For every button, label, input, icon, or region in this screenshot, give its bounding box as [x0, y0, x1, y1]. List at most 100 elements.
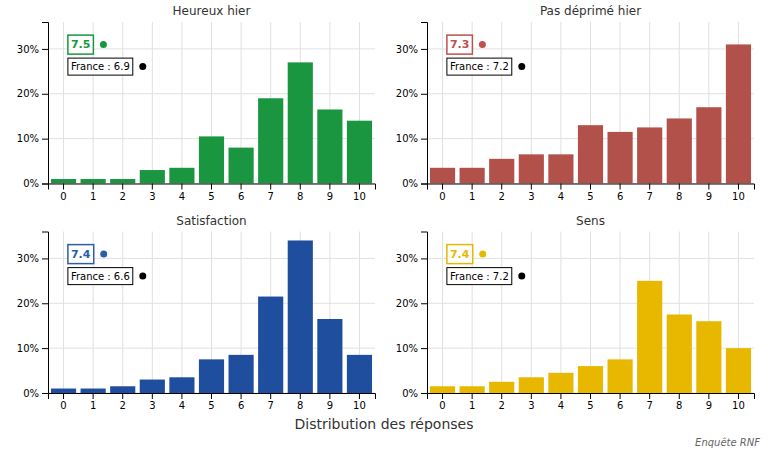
- annotation: 7.5: [68, 35, 107, 54]
- grid-line: [442, 22, 443, 184]
- axis-line: [49, 184, 376, 190]
- tick-label: 30%: [396, 253, 418, 264]
- bar: [460, 386, 485, 393]
- tick: 0: [60, 184, 66, 202]
- tick-mark: [270, 393, 271, 399]
- tick-label: 10%: [396, 133, 418, 144]
- tick-mark: [122, 393, 123, 399]
- axis-line: [421, 23, 428, 185]
- y-axis: 0%10%20%30%: [17, 23, 49, 190]
- tick-label: 20%: [396, 88, 418, 99]
- tick-mark: [42, 184, 48, 185]
- axis-line: [49, 394, 376, 400]
- grid-line: [152, 232, 153, 394]
- tick-mark: [738, 184, 739, 190]
- tick-mark: [359, 184, 360, 190]
- bar: [169, 168, 194, 184]
- tick-mark: [472, 184, 473, 190]
- tick-mark: [42, 348, 48, 349]
- tick: 0%: [402, 178, 427, 189]
- tick-label: 6: [617, 400, 623, 411]
- annotation-text: France : 6.9: [71, 61, 130, 72]
- tick-label: 3: [528, 400, 534, 411]
- tick-label: 9: [706, 191, 712, 202]
- tick-label: 8: [297, 191, 303, 202]
- grid-line: [122, 232, 123, 394]
- annotation: 7.4: [447, 245, 486, 264]
- tick-mark: [649, 184, 650, 190]
- tick: 8: [297, 184, 303, 202]
- grid: [427, 22, 754, 184]
- tick-label: 8: [676, 191, 682, 202]
- grid-line: [122, 22, 123, 184]
- tick-label: 10%: [17, 343, 39, 354]
- tick-mark: [270, 184, 271, 190]
- annotations: 7.3France : 7.2: [447, 35, 525, 75]
- annotation-box: [447, 268, 512, 285]
- grid-line: [63, 22, 64, 184]
- tick-label: 2: [120, 400, 126, 411]
- tick: 10: [353, 393, 366, 411]
- tick-mark: [649, 393, 650, 399]
- annotation-box: [68, 35, 94, 54]
- tick: 20%: [17, 88, 48, 99]
- annotation-box: [68, 268, 133, 285]
- tick-mark: [63, 184, 64, 190]
- tick-mark: [421, 303, 427, 304]
- x-axis-title: Distribution des réponses: [295, 416, 474, 432]
- tick-mark: [152, 184, 153, 190]
- bar: [430, 168, 455, 184]
- annotation-box: [447, 58, 512, 75]
- chart-title: Pas déprimé hier: [540, 4, 641, 18]
- tick-mark: [329, 393, 330, 399]
- tick-label: 10: [353, 400, 366, 411]
- tick-mark: [329, 184, 330, 190]
- tick-label: 0: [439, 400, 445, 411]
- tick: 5: [208, 184, 214, 202]
- tick-mark: [421, 94, 427, 95]
- bar: [667, 118, 692, 183]
- tick: 7: [267, 393, 273, 411]
- tick-label: 5: [208, 400, 214, 411]
- tick-label: 4: [558, 191, 564, 202]
- annotations: 7.4 France : 7.2: [447, 245, 525, 285]
- annotation-dot: [479, 251, 486, 258]
- tick-label: 6: [617, 191, 623, 202]
- tick-label: 0: [60, 191, 66, 202]
- tick-label: 10%: [396, 343, 418, 354]
- panel: 0123456789100%10%20%30%Pas déprimé hier7…: [396, 4, 755, 202]
- tick-label: 9: [327, 191, 333, 202]
- tick: 10: [353, 184, 366, 202]
- annotation: France : 7.2: [447, 268, 525, 285]
- tick: 6: [238, 393, 244, 411]
- y-axis: 0%10%20%30%: [396, 232, 428, 399]
- bar: [258, 297, 283, 393]
- tick: 5: [587, 184, 593, 202]
- tick: 10%: [396, 133, 427, 144]
- tick-label: 4: [179, 400, 185, 411]
- tick-mark: [241, 393, 242, 399]
- tick-mark: [501, 184, 502, 190]
- tick-label: 2: [499, 191, 505, 202]
- bar: [489, 159, 514, 184]
- tick-label: 5: [587, 400, 593, 411]
- annotation-dot: [518, 63, 525, 70]
- annotation: France : 7.2: [447, 58, 525, 75]
- tick-label: 7: [267, 191, 273, 202]
- annotation-text: France : 6.6: [71, 271, 130, 282]
- tick-label: 0: [439, 191, 445, 202]
- tick-label: 30%: [396, 44, 418, 55]
- tick: 10%: [396, 343, 427, 354]
- bars: [51, 240, 372, 393]
- tick: 0%: [23, 178, 48, 189]
- tick: 20%: [396, 88, 427, 99]
- tick: 0: [60, 393, 66, 411]
- annotations: 7.5 France : 6.9: [68, 35, 146, 75]
- tick-label: 0: [60, 400, 66, 411]
- tick: 0%: [402, 388, 427, 399]
- tick-mark: [421, 258, 427, 259]
- tick: 4: [558, 393, 564, 411]
- annotation-dot: [479, 41, 486, 48]
- chart-title: Satisfaction: [176, 214, 246, 228]
- bar: [229, 355, 254, 393]
